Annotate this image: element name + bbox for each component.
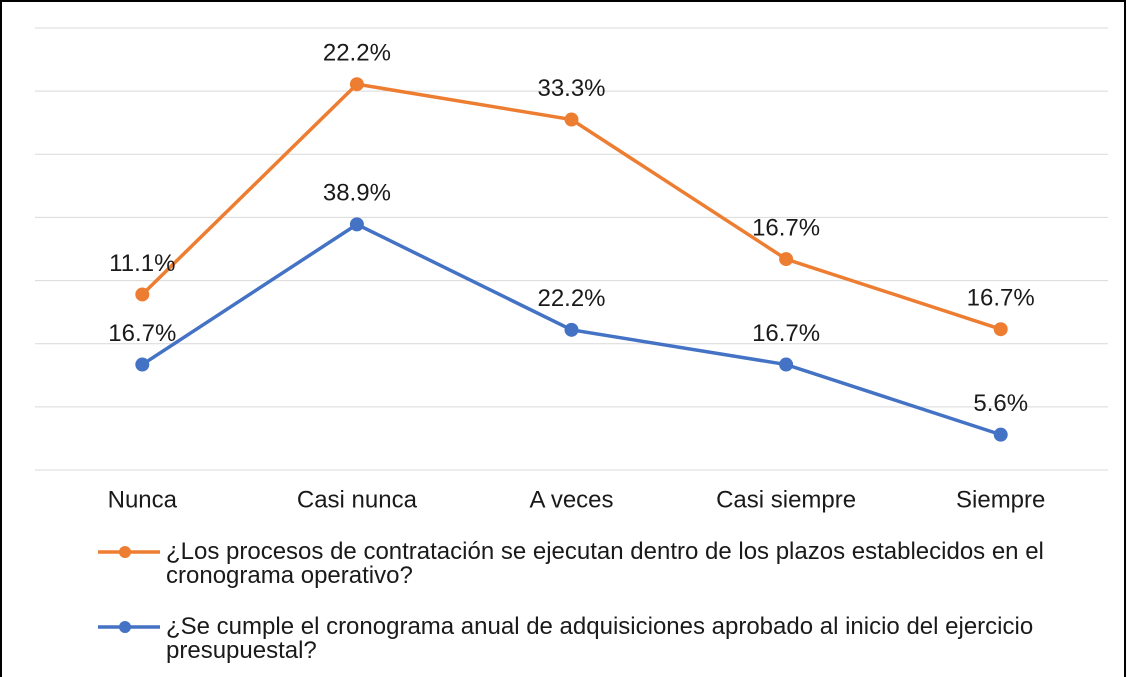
data-label: 33.3%: [537, 75, 605, 102]
data-point: [349, 77, 364, 92]
data-point: [779, 252, 794, 267]
data-label: 38.9%: [323, 180, 391, 207]
data-point: [993, 427, 1008, 442]
data-label: 16.7%: [967, 285, 1035, 312]
legend-label: ¿Los procesos de contratación se ejecuta…: [166, 538, 1044, 589]
x-tick-label: A veces: [529, 486, 613, 513]
x-tick-label: Casi siempre: [716, 486, 856, 513]
data-label: 5.6%: [973, 390, 1028, 417]
data-point: [135, 357, 150, 372]
legend-marker: [119, 546, 131, 558]
x-tick-label: Siempre: [956, 486, 1045, 513]
data-point: [135, 287, 150, 302]
data-point: [564, 322, 579, 337]
data-label: 11.1%: [109, 250, 175, 277]
data-label: 16.7%: [108, 320, 176, 347]
data-point: [779, 357, 794, 372]
data-label: 16.7%: [752, 214, 820, 241]
data-point: [564, 112, 579, 127]
data-point: [993, 322, 1008, 337]
legend-label: ¿Se cumple el cronograma anual de adquis…: [166, 613, 1034, 664]
legend-marker: [119, 621, 131, 633]
x-tick-label: Nunca: [108, 486, 178, 513]
data-label: 16.7%: [752, 320, 820, 347]
data-label: 22.2%: [537, 285, 605, 312]
data-label: 22.2%: [323, 40, 391, 67]
x-tick-label: Casi nunca: [297, 486, 418, 513]
data-point: [349, 217, 364, 232]
